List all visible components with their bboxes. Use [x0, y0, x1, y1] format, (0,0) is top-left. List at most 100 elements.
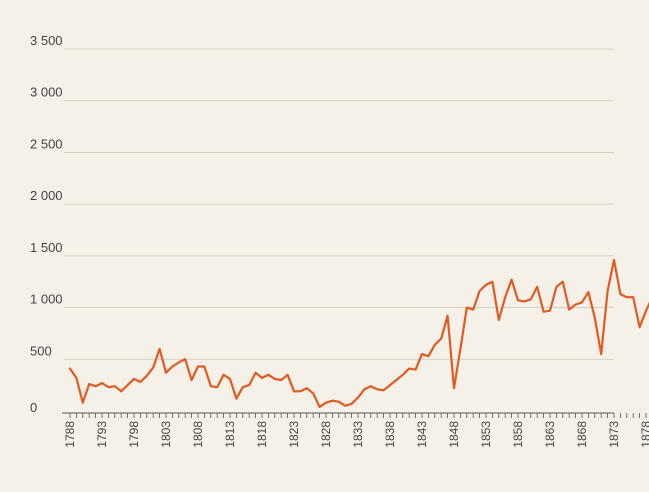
- data-point: [222, 374, 225, 376]
- data-point: [69, 367, 71, 370]
- x-tick-label: 1878: [639, 421, 649, 448]
- data-point: [542, 310, 545, 313]
- data-point: [363, 388, 366, 391]
- data-point: [203, 365, 206, 368]
- data-point: [485, 284, 487, 286]
- x-tick-label: 1848: [447, 421, 461, 448]
- data-point: [478, 290, 481, 292]
- x-tick-label: 1873: [607, 421, 621, 448]
- data-point: [114, 385, 116, 387]
- data-point: [178, 361, 180, 364]
- x-tick-label: 1788: [63, 421, 77, 448]
- y-tick-label: 3 500: [30, 33, 63, 48]
- data-point: [235, 397, 238, 400]
- data-point: [568, 308, 570, 311]
- x-tick-label: 1793: [95, 421, 109, 448]
- y-tick-label: 2 500: [30, 136, 63, 151]
- data-point: [440, 337, 443, 340]
- data-point: [152, 366, 154, 369]
- data-point: [414, 368, 417, 371]
- data-point: [619, 293, 622, 295]
- data-point: [338, 400, 340, 403]
- data-point: [75, 377, 78, 379]
- data-point: [350, 402, 353, 405]
- data-point: [395, 379, 398, 381]
- data-point: [299, 390, 302, 393]
- data-point: [325, 401, 327, 404]
- x-tick-label: 1828: [319, 421, 333, 448]
- data-point: [242, 386, 244, 389]
- data-point: [101, 382, 103, 384]
- data-point: [421, 353, 423, 355]
- grid-lines: [64, 48, 614, 360]
- x-tick-label: 1853: [479, 421, 493, 448]
- data-point: [331, 399, 334, 402]
- data-point: [504, 296, 507, 299]
- x-tick-label: 1833: [351, 421, 365, 448]
- data-point: [446, 315, 449, 317]
- y-tick-label: 1 500: [30, 240, 63, 255]
- data-point: [210, 385, 212, 387]
- data-point: [107, 386, 110, 389]
- data-point: [536, 286, 538, 288]
- data-point: [574, 303, 577, 306]
- data-point: [600, 353, 602, 355]
- data-point: [626, 296, 628, 299]
- data-point: [139, 381, 142, 383]
- data-point: [286, 374, 289, 376]
- data-point: [606, 290, 609, 292]
- data-point: [587, 291, 590, 293]
- data-point: [427, 355, 430, 357]
- data-point: [344, 405, 347, 407]
- x-tick-label: 1808: [191, 421, 205, 448]
- data-point: [530, 298, 532, 301]
- data-point: [491, 280, 494, 283]
- data-point: [261, 377, 263, 379]
- data-point: [632, 296, 634, 299]
- data-point: [562, 280, 564, 283]
- data-point: [645, 309, 647, 312]
- data-point: [274, 378, 276, 380]
- data-point: [254, 371, 257, 374]
- data-point: [318, 406, 321, 408]
- data-point: [126, 384, 129, 386]
- y-tick-label: 3 000: [30, 85, 63, 100]
- data-point: [581, 301, 583, 304]
- x-tick-label: 1843: [415, 421, 429, 448]
- data-point: [88, 383, 90, 385]
- data-point: [510, 278, 513, 281]
- data-point: [94, 385, 97, 387]
- data-point: [638, 326, 641, 329]
- data-point: [146, 375, 148, 377]
- data-point: [389, 384, 391, 386]
- data-point: [184, 358, 186, 361]
- x-axis: 1788 1793 1798 1803 1808 1813 1818 1823 1828 1833…: [62, 412, 649, 448]
- y-axis-tick-labels: 0 500 1 000 1 500 2 000 2 500 3 000 3 500: [30, 33, 63, 415]
- data-point: [555, 286, 558, 288]
- data-point: [613, 259, 615, 261]
- data-point: [376, 388, 379, 391]
- data-point: [171, 365, 174, 368]
- x-tick-label: 1823: [287, 421, 301, 448]
- data-point: [472, 308, 475, 311]
- data-point: [594, 317, 596, 319]
- data-point: [293, 390, 295, 393]
- data-point: [306, 387, 308, 390]
- data-point: [466, 306, 468, 309]
- data-point: [408, 367, 411, 370]
- data-point: [165, 371, 167, 374]
- x-tick-label: 1798: [127, 421, 141, 448]
- data-point: [158, 348, 161, 350]
- series-line-0: [68, 258, 649, 408]
- data-point: [517, 299, 519, 302]
- x-tick-label: 1863: [543, 421, 557, 448]
- data-point: [190, 379, 193, 381]
- data-point: [357, 396, 359, 399]
- x-tick-label: 1818: [255, 421, 269, 448]
- data-point: [498, 319, 500, 321]
- x-tick-label: 1858: [511, 421, 525, 448]
- data-point: [459, 348, 462, 350]
- data-point: [216, 386, 218, 389]
